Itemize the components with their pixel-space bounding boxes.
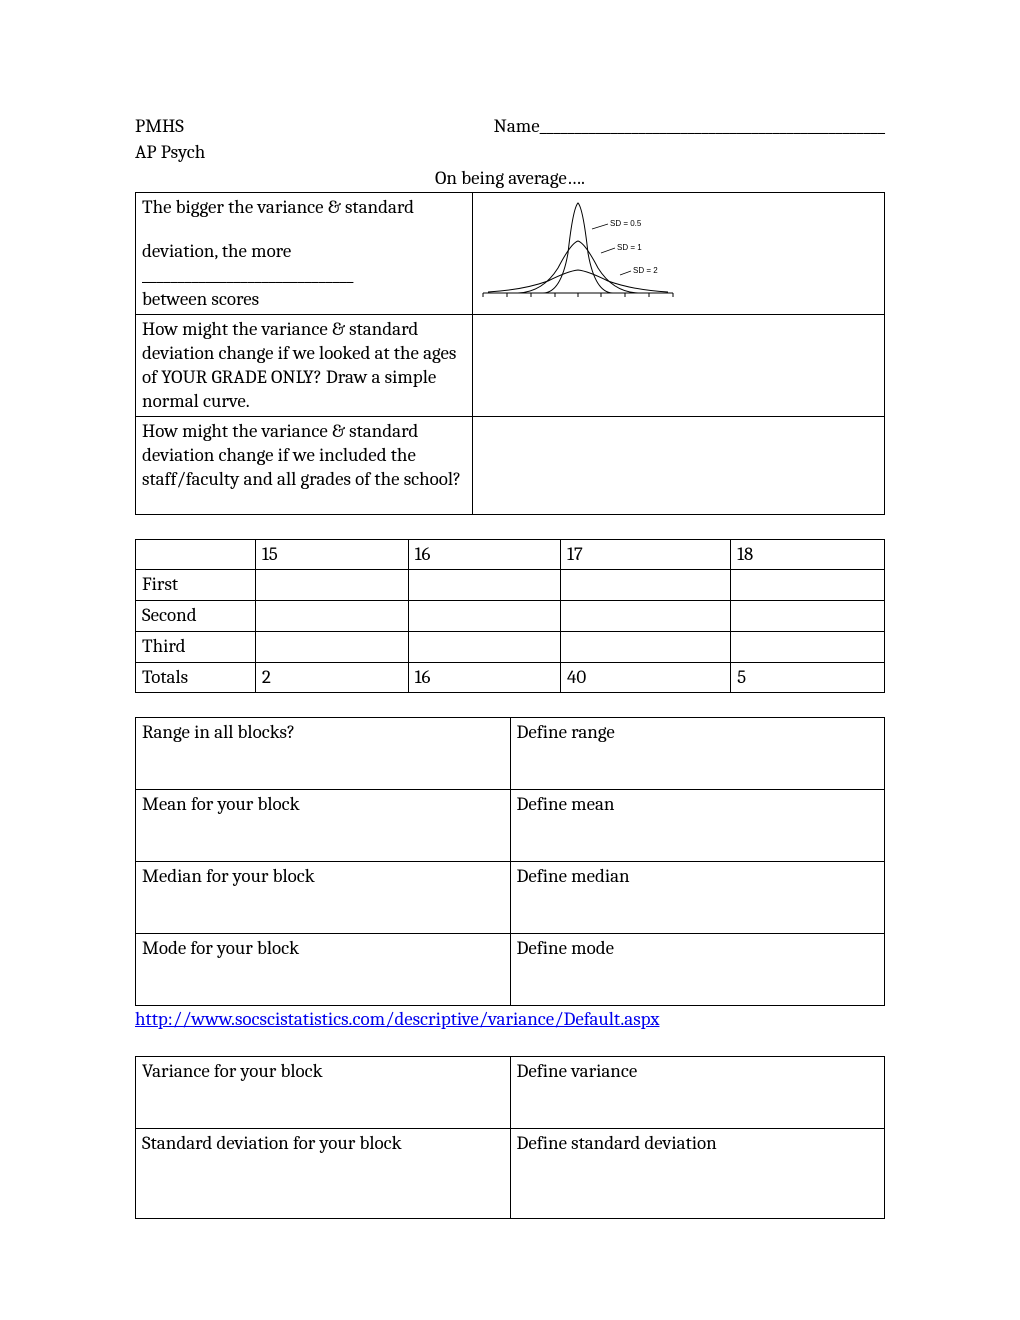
page-title: On being average…. <box>135 167 885 191</box>
variance-fill-blank: The bigger the variance & standard devia… <box>136 193 473 315</box>
stats-link[interactable]: http://www.socscistatistics.com/descript… <box>135 1008 659 1030</box>
table-row: First <box>136 570 885 601</box>
course-label: AP Psych <box>135 141 885 165</box>
definitions-table-1: Range in all blocks?Define range Mean fo… <box>135 717 885 1006</box>
table-row: Second <box>136 601 885 632</box>
table-row: Third <box>136 631 885 662</box>
normal-curves-chart: SD = 0.5 SD = 1 SD = 2 <box>473 193 885 315</box>
name-field: Name____________________________________… <box>494 115 885 139</box>
svg-text:SD = 0.5: SD = 0.5 <box>610 219 642 228</box>
data-table: 15 16 17 18 First Second Third Totals 2 … <box>135 539 885 694</box>
grade-only-answer <box>473 315 885 417</box>
all-school-question: How might the variance & standard deviat… <box>136 417 473 514</box>
table-header-row: 15 16 17 18 <box>136 539 885 570</box>
svg-text:SD = 1: SD = 1 <box>617 243 642 252</box>
grade-only-question: How might the variance & standard deviat… <box>136 315 473 417</box>
definitions-table-2: Variance for your blockDefine variance S… <box>135 1056 885 1219</box>
svg-text:SD = 2: SD = 2 <box>633 266 658 275</box>
school-label: PMHS <box>135 115 184 139</box>
concept-table: The bigger the variance & standard devia… <box>135 192 885 514</box>
table-row: Totals 2 16 40 5 <box>136 662 885 693</box>
all-school-answer <box>473 417 885 514</box>
